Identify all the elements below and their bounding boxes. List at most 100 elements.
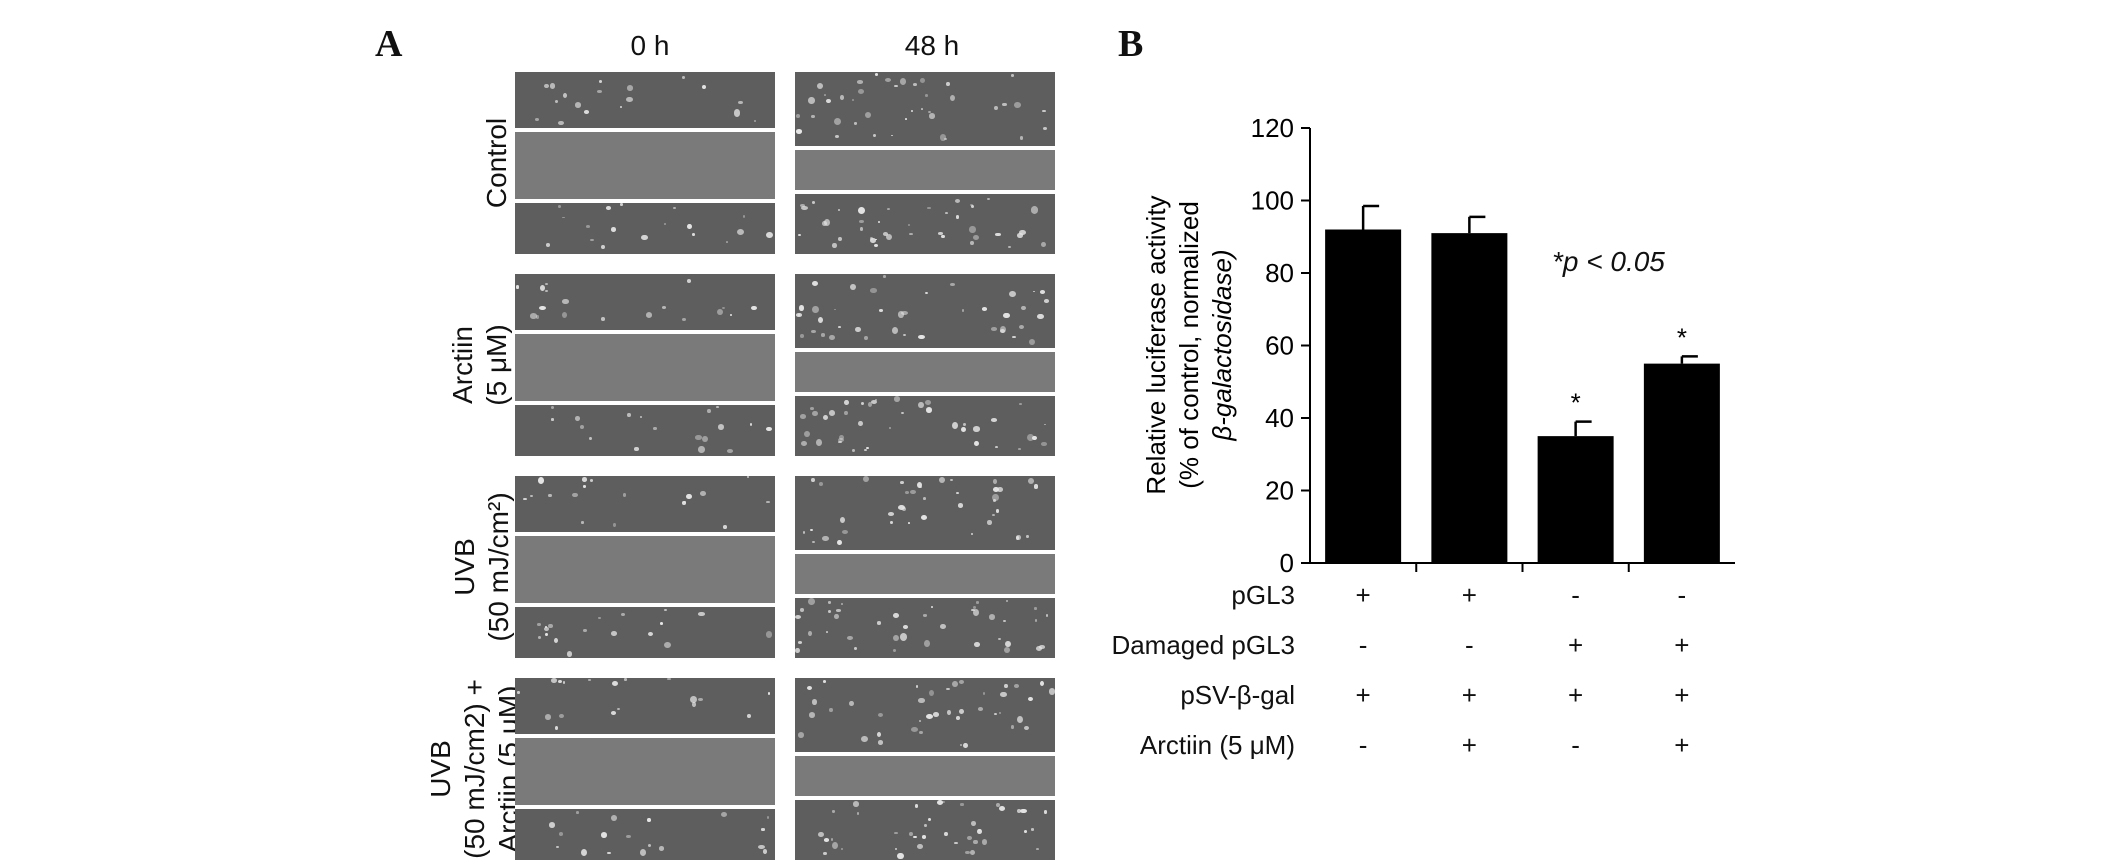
cell-speck — [697, 697, 704, 702]
cell-speck — [812, 280, 819, 287]
cell-speck — [539, 284, 545, 291]
cell-speck — [973, 606, 977, 610]
cell-speck — [549, 83, 556, 89]
scratch-edge-line — [795, 594, 1055, 598]
cell-speck — [877, 713, 884, 718]
cell-speck — [840, 95, 845, 100]
cell-speck — [823, 414, 829, 420]
cell-speck — [892, 613, 899, 619]
cell-speck — [874, 73, 878, 77]
cell-speck — [691, 702, 697, 707]
cell-speck — [854, 646, 858, 650]
cell-speck — [893, 396, 900, 402]
cell-speck — [762, 848, 768, 854]
cell-speck — [588, 678, 591, 682]
cell-speck — [611, 711, 617, 716]
scratch-gap — [515, 334, 775, 401]
cell-speck — [834, 118, 842, 125]
cell-speck — [606, 206, 612, 211]
cell-speck — [923, 823, 927, 828]
cell-speck — [884, 77, 892, 82]
cell-speck — [617, 708, 620, 711]
cell-speck — [938, 232, 943, 235]
cell-speck — [620, 203, 623, 206]
cell-speck — [822, 680, 827, 684]
cell-speck — [863, 476, 870, 483]
condition-sign: - — [1571, 730, 1580, 760]
micrograph-row4-0h — [515, 678, 775, 860]
micrograph-row1-48h — [795, 72, 1055, 254]
cell-speck — [826, 630, 829, 633]
cell-speck — [692, 232, 695, 236]
cell-speck — [811, 329, 817, 334]
cell-layer — [795, 598, 1055, 658]
cell-speck — [663, 608, 667, 612]
cell-speck — [695, 435, 703, 440]
cell-speck — [639, 848, 647, 856]
cell-speck — [707, 409, 711, 414]
cell-speck — [955, 215, 960, 219]
cell-speck — [597, 89, 602, 93]
cell-speck — [717, 308, 724, 315]
cell-speck — [887, 511, 894, 516]
cell-speck — [841, 529, 848, 534]
cell-speck — [865, 111, 872, 118]
cell-speck — [535, 118, 539, 122]
time-label-0h: 0 h — [630, 30, 670, 61]
cell-speck — [797, 731, 805, 738]
cell-speck — [992, 493, 1000, 502]
cell-speck — [944, 832, 948, 837]
y-tick-label: 0 — [1280, 548, 1294, 578]
cell-speck — [850, 283, 857, 290]
cell-speck — [1039, 644, 1045, 649]
cell-speck — [844, 411, 848, 416]
cell-speck — [589, 436, 593, 440]
cell-speck — [539, 305, 547, 310]
cell-speck — [931, 606, 934, 608]
cell-speck — [555, 100, 559, 104]
cell-speck — [837, 440, 843, 444]
cell-speck — [1023, 725, 1029, 730]
cell-speck — [998, 805, 1006, 811]
cell-speck — [995, 509, 1000, 514]
scratch-edge-line — [515, 603, 775, 607]
cell-speck — [833, 308, 837, 311]
cell-speck — [681, 75, 686, 80]
cell-speck — [824, 219, 831, 227]
cell-speck — [556, 846, 559, 849]
scratch-gap — [795, 150, 1055, 190]
cell-layer — [515, 72, 775, 128]
cell-speck — [536, 622, 541, 627]
cell-speck — [908, 831, 914, 837]
cell-speck — [558, 121, 564, 126]
condition-sign: - — [1358, 730, 1368, 760]
cell-speck — [949, 94, 956, 102]
cell-speck — [876, 732, 882, 738]
cell-speck — [851, 449, 855, 453]
cell-speck — [894, 848, 897, 850]
cell-speck — [627, 412, 631, 417]
cell-speck — [1042, 109, 1047, 113]
cell-speck — [938, 477, 946, 484]
cell-speck — [766, 231, 773, 238]
cell-speck — [802, 531, 805, 534]
cell-speck — [892, 327, 899, 335]
cell-speck — [838, 438, 845, 443]
scratch-edge-line — [515, 734, 775, 738]
cell-speck — [767, 692, 770, 695]
cell-speck — [589, 479, 594, 483]
cell-speck — [551, 406, 555, 410]
cell-speck — [830, 837, 834, 842]
cell-speck — [545, 714, 552, 720]
cell-speck — [905, 491, 910, 494]
cell-speck — [811, 699, 817, 705]
cell-speck — [621, 612, 626, 617]
cell-speck — [647, 818, 651, 823]
cell-speck — [766, 426, 772, 431]
condition-sign: + — [1674, 680, 1690, 710]
cell-speck — [623, 678, 628, 682]
cell-speck — [969, 226, 976, 233]
cell-speck — [747, 713, 752, 718]
scratch-edge-line — [515, 532, 775, 536]
cell-speck — [579, 425, 584, 430]
